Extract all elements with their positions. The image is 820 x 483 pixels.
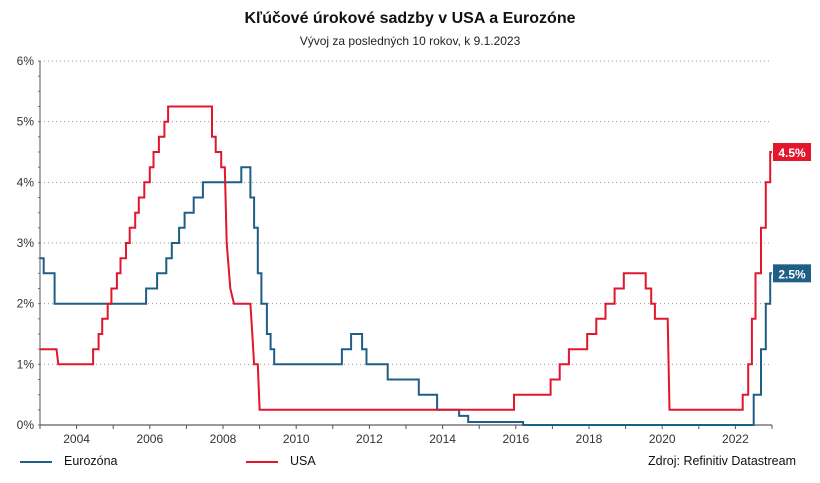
chart-title: Kľúčové úrokové sadzby v USA a Eurozóne xyxy=(244,10,576,27)
x-tick-label-2010: 2010 xyxy=(283,432,310,446)
end-label-usa: 4.5% xyxy=(778,146,806,160)
y-tick-label-3: 3% xyxy=(17,236,35,250)
end-label-eurozone: 2.5% xyxy=(778,267,806,281)
x-tick-label-2014: 2014 xyxy=(429,432,456,446)
x-tick-label-2006: 2006 xyxy=(136,432,163,446)
legend-label-usa: USA xyxy=(290,454,316,468)
series-line-eurozone xyxy=(40,166,772,426)
x-tick-label-2020: 2020 xyxy=(649,432,676,446)
y-tick-label-4: 4% xyxy=(17,175,35,189)
end-label-box-usa xyxy=(773,143,811,161)
x-tick-label-2018: 2018 xyxy=(576,432,603,446)
x-tick-label-2022: 2022 xyxy=(722,432,749,446)
legend-item-usa: USA xyxy=(246,454,316,468)
x-tick-label-2004: 2004 xyxy=(63,432,90,446)
end-label-box-eurozone xyxy=(773,264,811,283)
chart-subtitle: Vývoj za posledných 10 rokov, k 9.1.2023 xyxy=(299,34,521,48)
series-line-usa xyxy=(40,105,772,411)
y-tick-label-5: 5% xyxy=(17,115,35,129)
legend-item-eurozone: Eurozóna xyxy=(20,454,118,468)
x-tick-label-2016: 2016 xyxy=(502,432,529,446)
x-tick-label-2008: 2008 xyxy=(210,432,237,446)
y-tick-label-2: 2% xyxy=(17,297,35,311)
y-tick-label-0: 0% xyxy=(17,418,35,432)
legend-swatch-usa xyxy=(246,460,278,463)
y-tick-label-1: 1% xyxy=(17,357,35,371)
y-tick-label-6: 6% xyxy=(17,54,35,68)
legend-swatch-eurozone xyxy=(20,460,52,463)
source-note: Zdroj: Refinitiv Datastream xyxy=(648,454,796,468)
x-tick-label-2012: 2012 xyxy=(356,432,383,446)
legend-label-eurozone: Eurozóna xyxy=(64,454,118,468)
